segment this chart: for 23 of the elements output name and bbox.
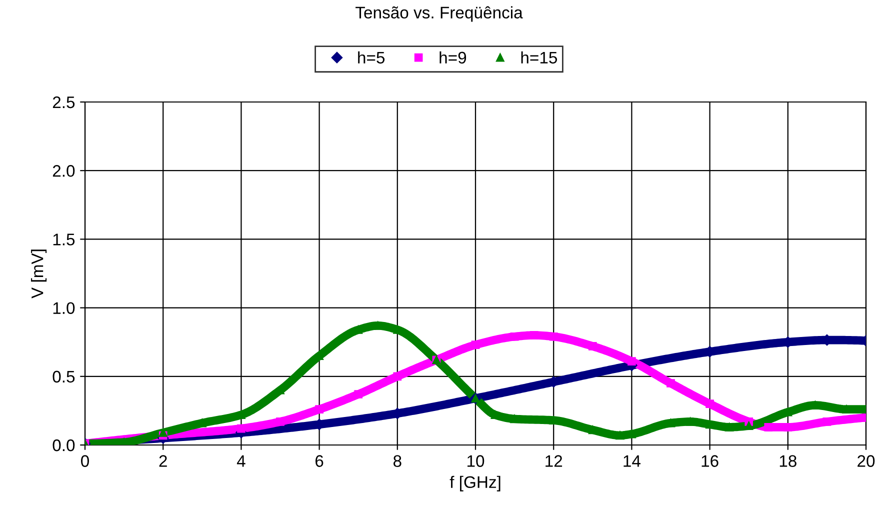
y-axis-title: V [mV] [31, 250, 47, 298]
x-tick-label: 16 [702, 455, 718, 467]
x-tick-label: 14 [624, 455, 640, 467]
x-tick-label: 0 [81, 455, 89, 467]
y-tick-label: 0.0 [52, 439, 75, 452]
x-tick-label: 6 [316, 455, 324, 467]
legend-label: h=15 [521, 51, 558, 64]
y-tick-label: 1.5 [53, 234, 75, 246]
y-tick-label: 0.5 [52, 370, 75, 383]
chart-title: Tensão vs. Freqüência [356, 6, 523, 22]
x-tick-label: 18 [780, 455, 796, 467]
x-axis-title: f [GHz] [450, 476, 500, 492]
x-tick-label: 2 [159, 455, 167, 467]
x-tick-label: 4 [236, 455, 246, 467]
x-tick-label: 20 [858, 455, 875, 467]
x-tick-label: 12 [546, 455, 562, 467]
legend-label: h=9 [440, 51, 466, 64]
y-tick-label: 1.0 [53, 302, 75, 314]
x-tick-label: 10 [468, 455, 484, 467]
x-tick-label: 8 [393, 455, 402, 467]
y-tick-label: 2.5 [52, 96, 75, 108]
y-tick-label: 2.0 [52, 165, 75, 177]
legend-label: h=5 [358, 51, 385, 64]
